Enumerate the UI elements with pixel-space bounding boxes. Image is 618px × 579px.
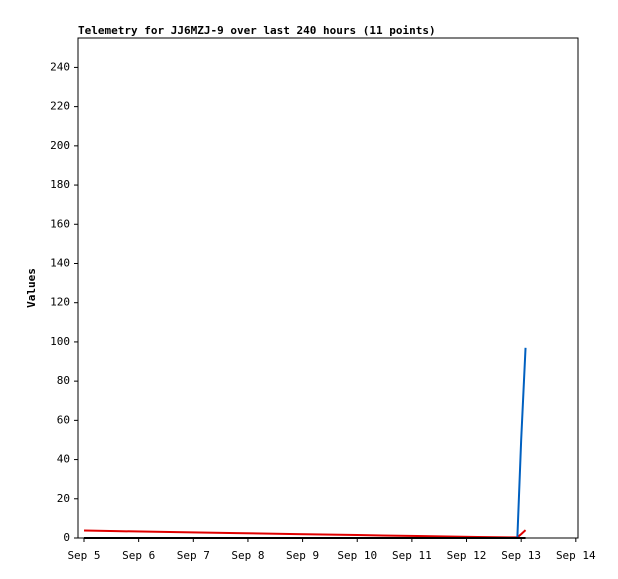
x-tick-label: Sep 9 [286,549,319,562]
y-tick-label: 200 [50,139,70,152]
y-tick-label: 40 [57,453,70,466]
y-tick-label: 220 [50,100,70,113]
x-tick-label: Sep 11 [392,549,432,562]
line-series [84,347,527,539]
y-tick-label: 20 [57,492,70,505]
x-tick-label: Sep 5 [67,549,100,562]
y-axis-label: Values [25,268,38,308]
plot-frame [77,37,579,539]
y-tick-label: 180 [50,178,70,191]
x-tick-label: Sep 13 [501,549,541,562]
y-tick-label: 80 [57,374,70,387]
x-tick-label: Sep 7 [177,549,210,562]
y-tick-label: 160 [50,217,70,230]
chart-title: Telemetry for JJ6MZJ-9 over last 240 hou… [78,24,436,37]
y-tick-label: 0 [63,531,70,544]
x-tick-label: Sep 10 [337,549,377,562]
y-tick-label: 60 [57,413,70,426]
x-tick-label: Sep 6 [122,549,155,562]
x-tick-label: Sep 8 [231,549,264,562]
x-tick-label: Sep 12 [447,549,487,562]
line-series [83,529,527,539]
y-tick-label: 140 [50,256,70,269]
y-tick-label: 100 [50,335,70,348]
x-tick-label: Sep 14 [556,549,596,562]
y-tick-label: 120 [50,296,70,309]
y-tick-label: 240 [50,60,70,73]
